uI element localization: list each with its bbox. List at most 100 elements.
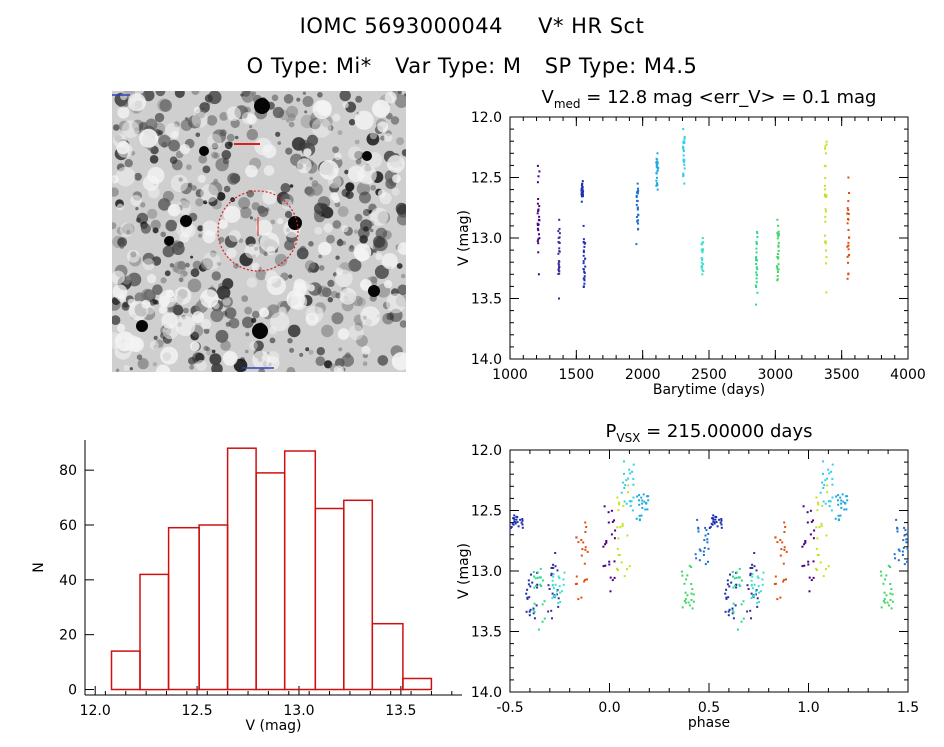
sky-blob — [345, 190, 354, 199]
sky-gap — [391, 188, 400, 196]
phased-point — [527, 579, 530, 582]
phased-point — [696, 518, 699, 521]
sky-blob — [370, 184, 377, 191]
sky-blob — [238, 197, 251, 209]
phased-point — [530, 573, 532, 576]
phased-point — [628, 468, 631, 471]
phased-point — [617, 569, 619, 571]
phased-point — [831, 463, 834, 466]
sky-gap — [156, 364, 171, 372]
phased-point — [750, 592, 753, 595]
sky-blob — [203, 200, 208, 205]
phased-point — [779, 539, 782, 541]
lightcurve-point — [777, 271, 779, 273]
sky-blob — [375, 227, 387, 239]
lightcurve-point — [776, 218, 779, 221]
sky-blob — [348, 258, 362, 272]
phased-point — [844, 502, 847, 505]
lightcurve-point — [581, 195, 583, 198]
phased-point — [752, 594, 754, 597]
lightcurve-point — [756, 232, 759, 235]
phased-point — [635, 517, 638, 520]
phased-point — [783, 546, 786, 549]
phased-point — [840, 502, 843, 505]
sky-gap — [384, 91, 397, 104]
sky-gap — [383, 133, 393, 142]
sky-blob — [369, 228, 374, 233]
phased-point — [539, 583, 542, 586]
phased-point — [715, 521, 718, 524]
sky-gap — [200, 289, 219, 308]
phased-point — [622, 481, 625, 484]
sky-blob — [332, 176, 344, 188]
phased-point — [626, 568, 628, 571]
sky-blob — [173, 121, 180, 128]
histogram-bar — [283, 450, 317, 691]
lightcurve-point — [581, 186, 584, 189]
phased-point — [605, 540, 608, 542]
sky-blob — [318, 254, 323, 259]
lightcurve-point — [657, 166, 660, 169]
phased-point — [882, 600, 885, 602]
lightcurve-point — [655, 179, 658, 182]
phased-point — [561, 590, 563, 593]
sky-blob — [157, 98, 171, 112]
sky-gap — [348, 146, 362, 161]
sky-gap — [116, 323, 126, 333]
phased-point — [812, 560, 815, 563]
lightcurve-ytick-label: 13.0 — [471, 231, 502, 247]
sky-blob — [208, 181, 223, 196]
sky-blob — [397, 284, 406, 296]
phased-point — [751, 563, 754, 566]
histogram-xtick-label: 13.0 — [283, 703, 314, 719]
lightcurve-point — [635, 243, 638, 246]
sky-gap — [165, 289, 175, 298]
lightcurve-point — [538, 233, 540, 236]
phased-point — [533, 602, 536, 605]
sky-gap — [112, 284, 128, 300]
phased-point — [690, 583, 693, 585]
phased-point — [885, 594, 888, 597]
sky-blob — [317, 92, 323, 98]
phased-point — [632, 477, 635, 480]
lightcurve-point — [755, 263, 758, 265]
phased-point — [680, 570, 683, 573]
sky-gap — [192, 311, 205, 324]
phased-point — [608, 560, 611, 563]
phased-point — [603, 505, 606, 508]
lightcurve-point — [636, 207, 639, 210]
bright-star — [136, 320, 148, 332]
phased-point — [827, 468, 830, 471]
lightcurve-point — [756, 236, 759, 238]
phased-point — [879, 570, 882, 573]
sky-blob — [356, 182, 371, 196]
lightcurve-point — [825, 152, 828, 155]
phased-point — [697, 527, 700, 530]
phased-point — [607, 511, 610, 514]
sky-blob — [401, 149, 406, 157]
sky-blob — [252, 310, 260, 319]
sky-gap — [342, 102, 349, 109]
lightcurve-point — [635, 196, 638, 198]
sky-blob — [113, 124, 120, 131]
sky-gap — [223, 205, 241, 223]
phased-point — [555, 593, 557, 596]
phased-point — [896, 527, 899, 530]
phased-point — [747, 588, 750, 590]
phased-point — [749, 574, 752, 577]
phased-point — [619, 526, 622, 529]
sky-gap — [316, 100, 332, 116]
sky-blob — [308, 241, 314, 247]
lightcurve-point — [683, 182, 686, 185]
sky-gap — [218, 219, 228, 229]
phased-point — [683, 600, 686, 602]
sky-gap — [173, 286, 192, 305]
sp-type: SP Type: M4.5 — [544, 54, 698, 78]
sky-gap — [314, 226, 323, 235]
phased-point — [543, 600, 546, 603]
phased-point — [622, 504, 625, 507]
sky-gap — [375, 253, 383, 261]
phased-point — [738, 567, 741, 570]
lightcurve-point — [777, 245, 780, 248]
phased-point — [735, 571, 738, 574]
